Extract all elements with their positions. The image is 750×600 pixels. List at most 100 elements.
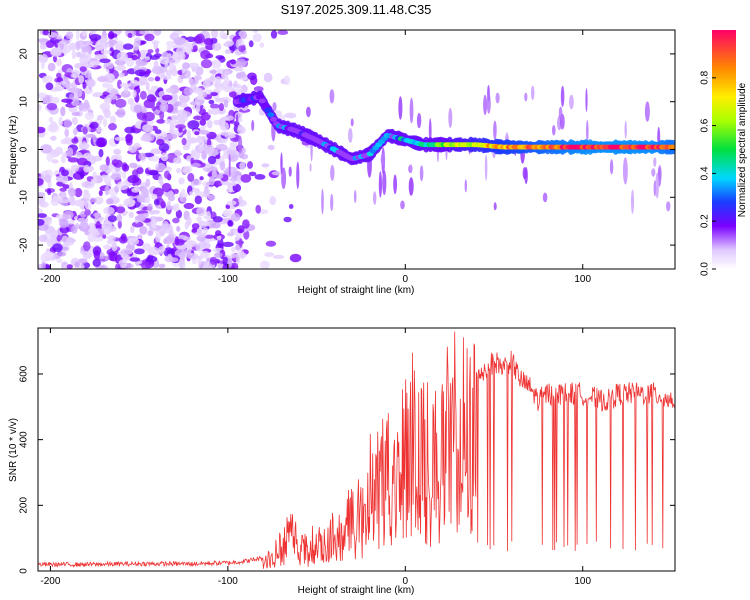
- noise-blob: [44, 174, 52, 183]
- noise-blob: [106, 94, 118, 100]
- noise-blob: [151, 155, 160, 162]
- noise-blob: [104, 255, 110, 262]
- noise-blob: [78, 102, 84, 112]
- noise-blob: [254, 174, 266, 180]
- noise-blob: [51, 96, 60, 104]
- noise-blob: [128, 211, 134, 219]
- noise-blob: [108, 39, 118, 46]
- noise-blob: [42, 30, 50, 36]
- noise-blob: [185, 45, 192, 55]
- noise-blob: [165, 133, 178, 140]
- noise-blob: [259, 42, 265, 48]
- noise-blob: [272, 254, 285, 259]
- noise-blob: [222, 241, 234, 247]
- noise-blob: [168, 230, 174, 238]
- noise-blob: [174, 149, 182, 157]
- noise-blob: [151, 105, 157, 112]
- noise-blob: [104, 185, 110, 196]
- noise-blob: [38, 234, 48, 243]
- noise-blob: [134, 248, 145, 255]
- noise-blob: [132, 90, 137, 98]
- noise-blob: [66, 264, 73, 269]
- noise-blob: [186, 216, 192, 226]
- noise-blob: [117, 220, 122, 229]
- noise-blob: [144, 33, 155, 42]
- noise-blob: [235, 58, 247, 68]
- noise-blob: [82, 192, 91, 200]
- noise-blob: [190, 157, 195, 164]
- smear-streak: [623, 157, 628, 185]
- snr-x-tick-label: -100: [218, 576, 238, 587]
- noise-blob: [206, 119, 213, 129]
- noise-blob: [145, 178, 151, 188]
- noise-blob: [145, 81, 150, 91]
- noise-blob: [61, 169, 69, 177]
- noise-blob: [39, 43, 47, 50]
- noise-blob: [38, 126, 46, 134]
- smear-streak: [631, 189, 634, 214]
- snr-x-ticks: -200 -100 0 100: [40, 328, 592, 587]
- noise-blob: [149, 170, 159, 176]
- smear-streak: [651, 168, 656, 177]
- smear-streak: [330, 193, 334, 212]
- smear-streak: [493, 202, 497, 211]
- noise-blob: [209, 103, 220, 109]
- noise-blob: [190, 162, 201, 168]
- noise-blob: [255, 204, 261, 214]
- noise-blob: [159, 102, 169, 113]
- spectrogram-y-ticks: -20 -10 0 10 20: [19, 48, 675, 252]
- noise-blob: [212, 216, 223, 223]
- noise-blob: [195, 103, 201, 113]
- noise-blob: [107, 73, 115, 80]
- smear-streak: [585, 88, 588, 112]
- noise-blob: [181, 137, 187, 146]
- noise-blob: [97, 114, 104, 121]
- snr-y-tick-label: 0: [19, 568, 30, 574]
- spectrogram-y-tick-label: 20: [19, 48, 30, 60]
- noise-blob: [40, 144, 52, 154]
- noise-blob: [143, 111, 155, 122]
- noise-blob: [53, 55, 57, 63]
- noise-blob: [203, 188, 211, 198]
- noise-blob: [58, 116, 63, 127]
- noise-blob: [51, 159, 59, 164]
- noise-blob: [48, 116, 54, 123]
- noise-blob: [201, 112, 211, 121]
- noise-blob: [235, 240, 245, 245]
- noise-blob: [69, 197, 76, 207]
- noise-blob: [202, 227, 209, 235]
- noise-blob: [136, 167, 144, 175]
- smear-streak: [280, 152, 283, 174]
- noise-blob: [42, 251, 55, 258]
- noise-blob: [81, 46, 91, 53]
- ridge-core: [255, 94, 263, 100]
- ridge-core: [264, 107, 272, 113]
- noise-blob: [153, 198, 160, 206]
- noise-blob: [215, 97, 225, 103]
- snr-x-tick-label: 0: [403, 576, 409, 587]
- noise-blob: [103, 108, 111, 119]
- smear-streak: [373, 191, 377, 205]
- noise-blob: [225, 166, 237, 173]
- smear-streak: [348, 128, 353, 143]
- noise-blob: [178, 177, 185, 185]
- smear-streak: [666, 201, 671, 212]
- smear-streak: [281, 167, 287, 189]
- noise-blob: [91, 155, 103, 162]
- smear-streak: [416, 112, 422, 129]
- noise-blob: [164, 59, 169, 69]
- noise-blob: [213, 180, 223, 187]
- snr-frame: [37, 327, 676, 572]
- noise-blob: [38, 104, 42, 112]
- noise-blob: [121, 163, 130, 172]
- noise-blob: [264, 252, 274, 257]
- noise-blob: [156, 119, 166, 124]
- noise-blob: [75, 222, 80, 228]
- noise-blob: [204, 234, 215, 239]
- noise-blob: [224, 77, 230, 86]
- noise-blob: [151, 218, 157, 229]
- noise-blob: [164, 119, 173, 125]
- noise-blob: [106, 62, 114, 70]
- noise-blob: [111, 159, 119, 166]
- noise-blob: [121, 248, 133, 255]
